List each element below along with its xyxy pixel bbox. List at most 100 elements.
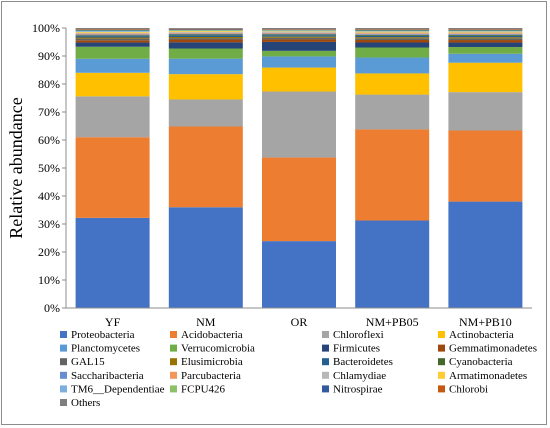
bar-segment-planctomycetes	[75, 58, 150, 73]
bar-segment-bacteroidetes	[355, 35, 430, 38]
bar-segment-verrucomicrobia	[448, 47, 523, 54]
bar-segment-actinobacteria	[75, 72, 150, 97]
legend-label: Cyanobacteria	[449, 356, 513, 368]
bar-segment-elusimicrobia	[262, 36, 336, 38]
legend-swatch	[170, 358, 177, 366]
bar-segment-firmicutes	[448, 42, 523, 48]
legend: Proteobacteria Acidobacteria Chloroflexi Ac…	[60, 329, 537, 409]
bar-segment-acidobacteria	[448, 130, 523, 202]
bar-segment-chloroflexi	[75, 96, 150, 138]
bar-segment-actinobacteria	[355, 73, 430, 95]
y-tick-label: 30%	[38, 217, 60, 231]
legend-item: Proteobacteria	[60, 329, 135, 341]
bar-segment-others	[355, 28, 430, 30]
legend-item: GAL15	[60, 356, 105, 368]
bar-segment-bacteroidetes	[448, 35, 523, 38]
legend-label: Others	[71, 397, 100, 409]
bar-segment-chlorobi	[448, 29, 523, 30]
bar-segment-cyanobacteria	[75, 35, 150, 37]
legend-item: Gemmatimonadetes	[438, 343, 537, 355]
legend-label: Planctomycetes	[71, 343, 140, 355]
bar-segment-others	[448, 28, 523, 30]
legend-item: Verrucomicrobia	[170, 343, 255, 355]
bar-segment-elusimicrobia	[355, 37, 430, 39]
bar-segment-cyanobacteria	[168, 34, 243, 36]
bar-segment-planctomycetes	[448, 53, 523, 63]
bar-segment-fcpu426	[448, 30, 523, 32]
bar-segment-chlorobi	[168, 28, 243, 30]
bar-segment-bacteroidetes	[168, 35, 243, 38]
bar-segment-acidobacteria	[75, 137, 150, 218]
legend-item: Planctomycetes	[60, 343, 140, 355]
bar-segment-nitrospirae	[355, 29, 430, 31]
bar-segment-saccharibacteria	[168, 33, 243, 35]
bar-segment-nitrospirae	[75, 29, 150, 31]
legend-item: Cyanobacteria	[438, 356, 513, 368]
bar-segment-parcubacteria	[355, 33, 430, 35]
legend-label: GAL15	[71, 356, 105, 368]
bar-segment-firmicutes	[75, 42, 150, 47]
legend-item: Actinobacteria	[438, 329, 514, 341]
legend-label: Proteobacteria	[71, 329, 135, 341]
bar-segment-fcpu426	[355, 30, 430, 32]
legend-swatch	[438, 385, 445, 393]
y-tick-label: 90%	[38, 49, 60, 63]
legend-swatch	[170, 371, 177, 379]
bar-segment-firmicutes	[355, 42, 430, 48]
legend-label: Firmicutes	[333, 343, 380, 355]
bar-segment-tm6-dependentiae	[355, 31, 430, 32]
legend-item: Chlorobi	[438, 383, 488, 395]
legend-swatch	[60, 385, 67, 393]
bar-segment-acidobacteria	[262, 157, 336, 242]
bar-segment-chlamydiae	[448, 32, 523, 34]
bar-segment-tm6-dependentiae	[262, 30, 336, 32]
legend-item: Bacteroidetes	[322, 356, 393, 368]
bar-segment-verrucomicrobia	[262, 50, 336, 57]
x-tick-label: NM+PB10	[459, 315, 512, 329]
legend-item: Firmicutes	[322, 343, 380, 355]
bar-segment-acidobacteria	[355, 129, 430, 221]
legend-swatch	[438, 371, 445, 379]
legend-swatch	[322, 331, 329, 338]
bars	[75, 28, 523, 308]
bar-segment-elusimicrobia	[75, 37, 150, 39]
bar-segment-others	[75, 28, 150, 30]
y-tick-label: 50%	[38, 161, 60, 175]
y-tick-label: 40%	[38, 189, 60, 203]
bar-segment-gal15	[448, 38, 523, 41]
legend-item: Others	[60, 397, 100, 409]
legend-swatch	[60, 358, 67, 366]
legend-label: Acidobacteria	[181, 329, 243, 341]
legend-label: Chlorobi	[449, 383, 488, 395]
bar-segment-firmicutes	[168, 42, 243, 49]
bar-segment-cyanobacteria	[262, 34, 336, 36]
bar-segment-cyanobacteria	[448, 35, 523, 36]
bar-segment-fcpu426	[168, 29, 243, 31]
legend-swatch	[170, 385, 177, 393]
bar-segment-chlorobi	[355, 29, 430, 30]
bar-segment-armatimonadetes	[355, 31, 430, 33]
x-tick-label: NM	[196, 315, 216, 329]
bar-segment-proteobacteria	[448, 201, 523, 308]
legend-label: FCPU426	[181, 383, 226, 395]
legend-item: Elusimicrobia	[170, 356, 243, 368]
legend-label: Elusimicrobia	[181, 356, 243, 368]
legend-label: Nitrospirae	[333, 383, 383, 395]
bar-segment-gemmatimonadetes	[355, 39, 430, 43]
legend-item: FCPU426	[170, 383, 226, 395]
bar-segment-chloroflexi	[168, 99, 243, 127]
legend-item: Saccharibacteria	[60, 370, 144, 382]
legend-item: Parcubacteria	[170, 370, 241, 382]
bar-segment-chlorobi	[262, 29, 336, 30]
bar-segment-chlamydiae	[262, 31, 336, 33]
bar-segment-proteobacteria	[75, 217, 150, 308]
bar-segment-verrucomicrobia	[355, 47, 430, 58]
bar-segment-chlamydiae	[168, 31, 243, 33]
bar-segment-nitrospirae	[262, 29, 336, 31]
legend-swatch	[170, 344, 177, 352]
bar-segment-tm6-dependentiae	[168, 30, 243, 32]
bar-segment-proteobacteria	[168, 207, 243, 308]
x-axis: YF NM OR NM+PB05 NM+PB10	[66, 307, 532, 329]
legend-label: Parcubacteria	[181, 370, 241, 382]
